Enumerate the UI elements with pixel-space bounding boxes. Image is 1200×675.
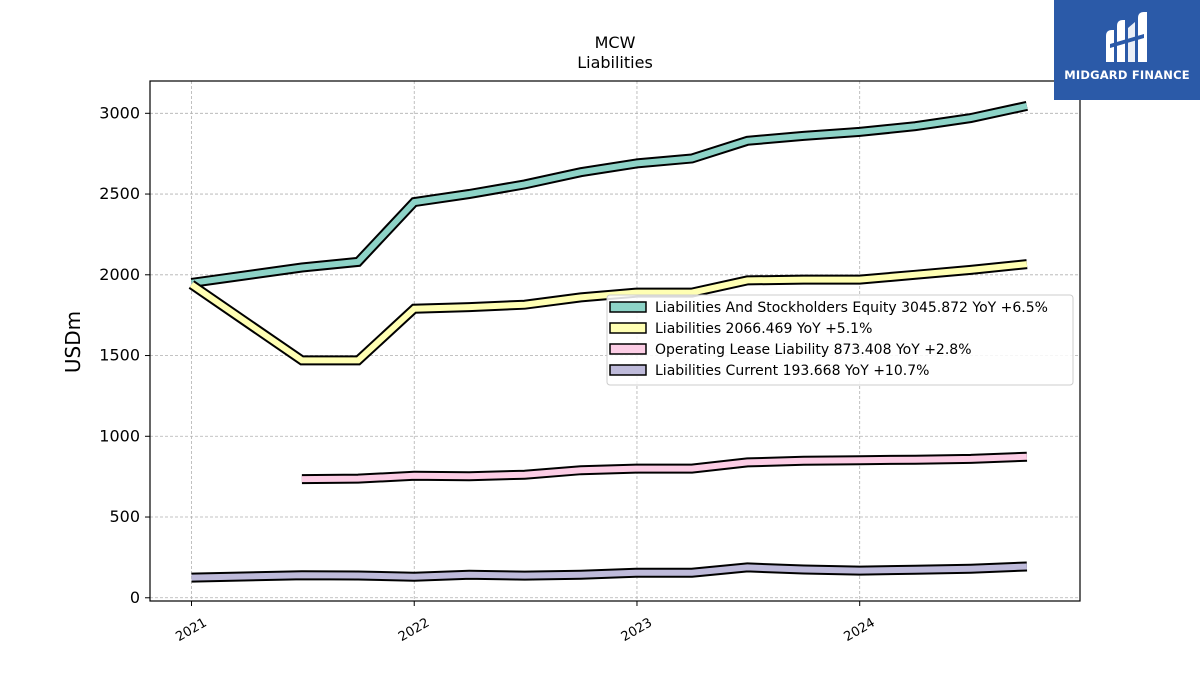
series-lines (188, 101, 1028, 583)
series-line (189, 261, 1028, 364)
y-tick-label: 1500 (99, 346, 140, 365)
legend-swatch (609, 364, 647, 376)
x-tick-label: 2021 (173, 615, 209, 645)
legend: Liabilities And Stockholders Equity 3045… (606, 294, 1074, 386)
logo-mark-icon (1106, 12, 1147, 62)
brand-name: MIDGARD FINANCE (1064, 68, 1190, 82)
series-line (191, 102, 1028, 286)
series-line (301, 453, 1028, 483)
brand-logo: MIDGARD FINANCE (1054, 0, 1200, 100)
x-tick-label: 2022 (396, 615, 432, 645)
y-tick-label: 0 (130, 588, 140, 607)
series-2 (188, 259, 1028, 366)
legend-label: Operating Lease Liability 873.408 YoY +2… (655, 342, 972, 358)
legend-swatch (609, 322, 647, 334)
x-axis: 2021 2022 2023 2024 (173, 601, 878, 645)
legend-label: Liabilities And Stockholders Equity 3045… (655, 300, 1048, 316)
chart-title: MCW (595, 33, 636, 52)
series-4 (191, 561, 1028, 583)
legend-swatch (609, 343, 647, 355)
y-tick-label: 1000 (99, 426, 140, 445)
legend-label: Liabilities 2066.469 YoY +5.1% (655, 321, 872, 337)
y-axis: 0 500 1000 1500 2000 2500 3000 (99, 103, 150, 607)
y-tick-label: 3000 (99, 103, 140, 122)
plot-frame (149, 80, 1081, 602)
legend-box (606, 294, 1074, 386)
y-tick-label: 2000 (99, 265, 140, 284)
y-axis-title: USDm (61, 311, 85, 373)
x-tick-label: 2023 (619, 615, 655, 645)
chart-subtitle: Liabilities (577, 53, 653, 72)
series-3 (301, 451, 1028, 485)
y-tick-label: 500 (109, 507, 140, 526)
series-line (191, 563, 1028, 581)
series-1 (190, 101, 1028, 288)
x-tick-label: 2024 (842, 615, 878, 645)
legend-swatch (609, 301, 647, 313)
legend-label: Liabilities Current 193.668 YoY +10.7% (655, 363, 929, 379)
y-tick-label: 2500 (99, 184, 140, 203)
